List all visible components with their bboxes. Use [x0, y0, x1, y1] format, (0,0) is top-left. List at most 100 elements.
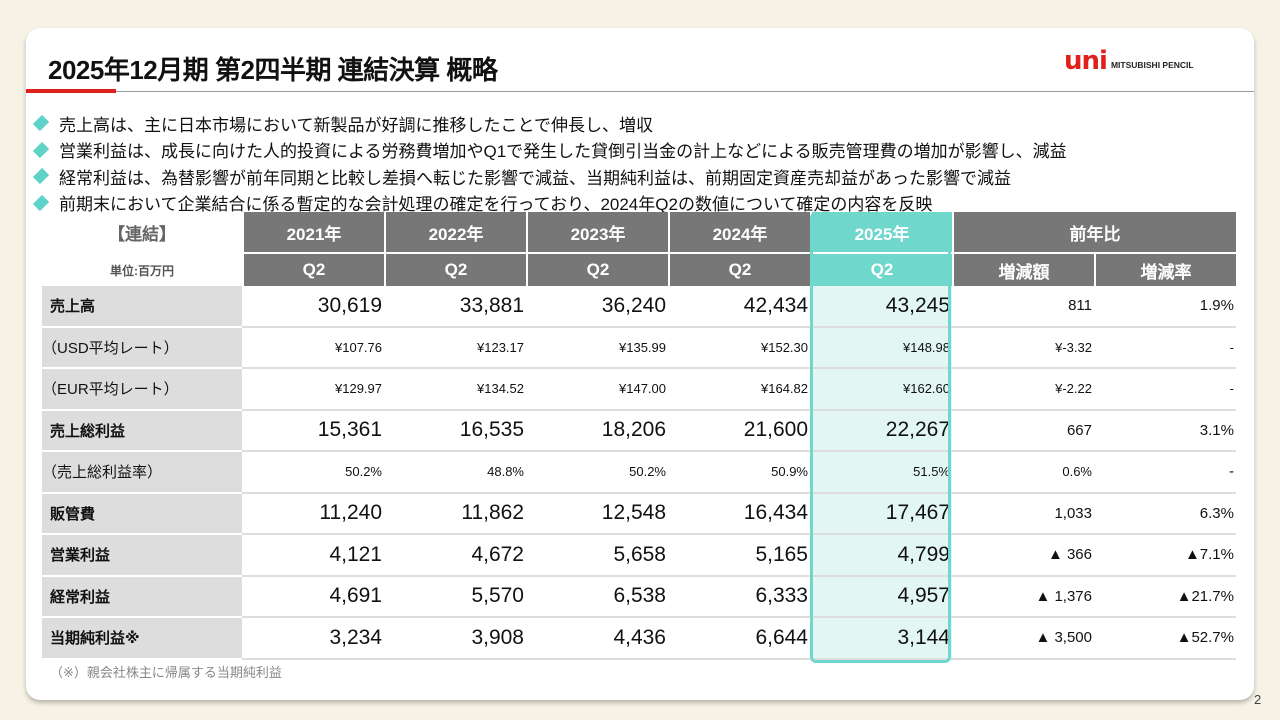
year-header: 2023年: [526, 212, 668, 252]
table-cell: 22,267: [810, 410, 952, 452]
table-cell: ¥152.30: [668, 328, 810, 369]
table-cell: ¥135.99: [526, 328, 668, 369]
table-cell: 36,240: [526, 286, 668, 328]
table-cell: 0.6%: [952, 452, 1094, 494]
table-cell: 6,333: [668, 577, 810, 618]
year-header-current: 2025年: [810, 212, 952, 252]
year-header: 2024年: [668, 212, 810, 252]
sub-header: Q2: [810, 252, 952, 286]
bullet-item: 売上高は、主に日本市場において新製品が好調に推移したことで伸長し、増収: [32, 110, 1067, 137]
table-cell: 11,862: [384, 494, 526, 535]
row-label: 販管費: [42, 493, 242, 535]
table-cell: ▲ 3,500: [952, 618, 1094, 660]
table-cell: -: [1094, 369, 1236, 411]
table-cell: ¥-3.32: [952, 328, 1094, 369]
table-cell: 12,548: [526, 494, 668, 535]
table-cell: ¥123.17: [384, 328, 526, 369]
bullet-item: 経常利益は、為替影響が前年同期と比較し差損へ転じた影響で減益、当期純利益は、前期…: [32, 163, 1067, 190]
row-label: 営業利益: [42, 535, 242, 577]
table-row: 売上総利益 15,361 16,535 18,206 21,600 22,267 667 3.…: [42, 410, 1236, 452]
bullet-text: 売上高は、主に日本市場において新製品が好調に推移したことで伸長し、増収: [59, 115, 653, 135]
table-row: （USD平均レート） ¥107.76 ¥123.17 ¥135.99 ¥152.30 ¥1…: [42, 327, 1236, 369]
table-cell: ¥162.60: [810, 369, 952, 411]
table-cell: ¥164.82: [668, 369, 810, 411]
table-cell: 4,672: [384, 535, 526, 577]
table-cell: 3,144: [810, 618, 952, 660]
table-cell: 4,799: [810, 535, 952, 577]
table-cell: 3.1%: [1094, 411, 1236, 452]
table-cell: 4,436: [526, 618, 668, 660]
table-cell: 50.2%: [242, 452, 384, 494]
table-cell: 6.3%: [1094, 494, 1236, 535]
table-cell: 11,240: [242, 494, 384, 535]
sub-header: 増減額: [952, 252, 1094, 286]
table-cell: 16,434: [668, 494, 810, 535]
table-cell: ¥107.76: [242, 328, 384, 369]
diamond-bullet-icon: [32, 194, 50, 211]
table-cell: 48.8%: [384, 452, 526, 494]
logo-text: MITSUBISHI PENCIL: [1110, 60, 1194, 70]
title-divider: [26, 91, 1254, 92]
table-cell: ¥-2.22: [952, 369, 1094, 411]
unit-label: 単位:百万円: [42, 252, 242, 286]
table-cell: 5,658: [526, 535, 668, 577]
table-cell: 16,535: [384, 411, 526, 452]
sub-header: Q2: [526, 252, 668, 286]
page-title: 2025年12月期 第2四半期 連結決算 概略: [48, 55, 498, 85]
table-cell: 42,434: [668, 286, 810, 328]
table-cell: 21,600: [668, 411, 810, 452]
table-cell: 15,361: [242, 411, 384, 452]
diamond-bullet-icon: [32, 168, 50, 185]
row-label: 売上総利益: [42, 410, 242, 452]
summary-bullets: 売上高は、主に日本市場において新製品が好調に推移したことで伸長し、増収営業利益は…: [32, 110, 1067, 217]
table-cell: 6,644: [668, 618, 810, 660]
title-accent-bar: [26, 89, 116, 93]
bullet-text: 営業利益は、成長に向けた人的投資による労務費増加やQ1で発生した貸倒引当金の計上…: [59, 142, 1067, 162]
table-cell: 3,234: [242, 618, 384, 660]
table-row: 経常利益 4,691 5,570 6,538 6,333 4,957 ▲ 1,376 ▲21.…: [42, 576, 1236, 618]
table-cell: 6,538: [526, 577, 668, 618]
year-header: 2022年: [384, 212, 526, 252]
bullet-item: 営業利益は、成長に向けた人的投資による労務費増加やQ1で発生した貸倒引当金の計上…: [32, 137, 1067, 164]
year-header: 2021年: [242, 212, 384, 252]
row-label: 経常利益: [42, 576, 242, 618]
table-cell: 4,691: [242, 577, 384, 618]
table-cell: ▲21.7%: [1094, 577, 1236, 618]
table-row: 売上高 30,619 33,881 36,240 42,434 43,245 811 1.9%: [42, 286, 1236, 328]
table-cell: -: [1094, 328, 1236, 369]
diamond-bullet-icon: [32, 115, 50, 132]
table-cell: ¥129.97: [242, 369, 384, 411]
bullet-text: 前期末において企業結合に係る暫定的な会計処理の確定を行っており、2024年Q2の…: [59, 195, 933, 215]
table-cell: 811: [952, 286, 1094, 328]
table-cell: 17,467: [810, 493, 952, 535]
table-cell: 1.9%: [1094, 286, 1236, 328]
table-cell: 51.5%: [810, 452, 952, 494]
logo-mark: uni: [1064, 46, 1108, 76]
table-cell: ¥148.98: [810, 327, 952, 369]
row-label: （売上総利益率）: [42, 452, 242, 494]
table-cell: 43,245: [810, 286, 952, 328]
table-cell: 4,957: [810, 576, 952, 618]
table-row: 営業利益 4,121 4,672 5,658 5,165 4,799 ▲ 366 ▲7.1%: [42, 535, 1236, 577]
table-cell: -: [1094, 452, 1236, 494]
table-cell: ¥147.00: [526, 369, 668, 411]
sub-header: Q2: [668, 252, 810, 286]
table-cell: ¥134.52: [384, 369, 526, 411]
table-cell: 1,033: [952, 494, 1094, 535]
company-logo: uni MITSUBISHI PENCIL: [1064, 46, 1194, 76]
table-cell: ▲ 1,376: [952, 577, 1094, 618]
sub-header: Q2: [384, 252, 526, 286]
table-corner: 【連結】: [42, 212, 242, 252]
yoy-header: 前年比: [952, 212, 1236, 252]
table-cell: 30,619: [242, 286, 384, 328]
bullet-item: 前期末において企業結合に係る暫定的な会計処理の確定を行っており、2024年Q2の…: [32, 190, 1067, 217]
table-cell: 667: [952, 411, 1094, 452]
table-row: （売上総利益率） 50.2% 48.8% 50.2% 50.9% 51.5% 0.6% -: [42, 452, 1236, 494]
row-label: 売上高: [42, 286, 242, 328]
table-cell: 3,908: [384, 618, 526, 660]
table-cell: 5,165: [668, 535, 810, 577]
table-cell: 50.9%: [668, 452, 810, 494]
table-cell: ▲7.1%: [1094, 535, 1236, 577]
sub-header: Q2: [242, 252, 384, 286]
row-label: （USD平均レート）: [42, 327, 242, 369]
